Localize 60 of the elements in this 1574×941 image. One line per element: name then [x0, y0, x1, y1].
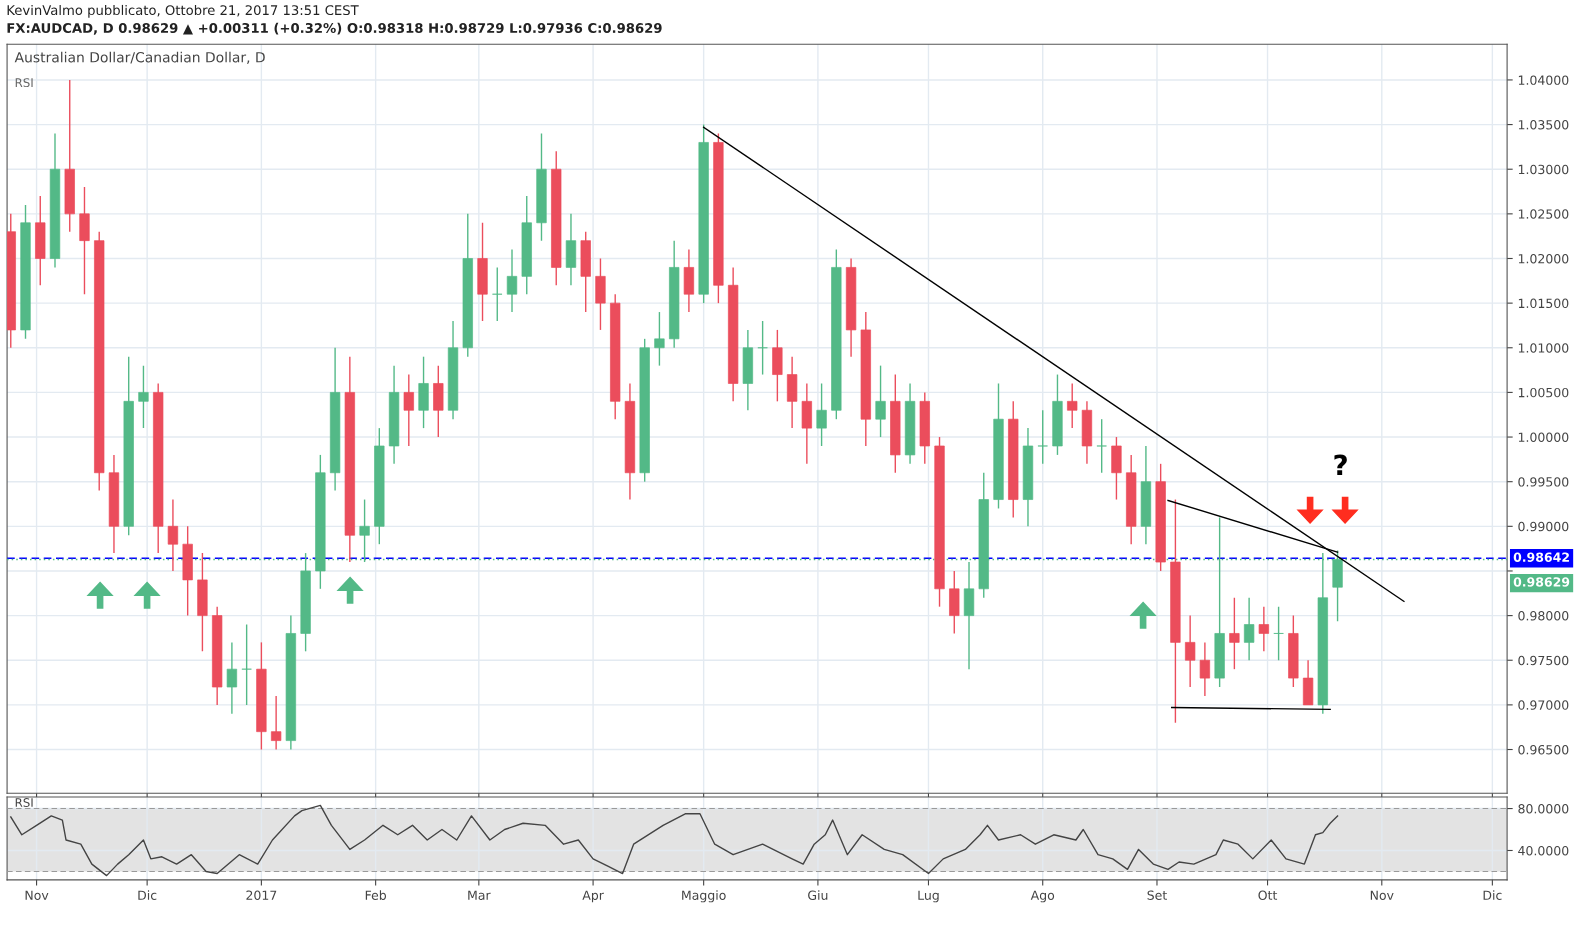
y-tick-label: 1.02500 — [1518, 209, 1569, 219]
y-tick-label: 1.03000 — [1518, 164, 1569, 175]
candlestick — [1037, 409, 1048, 465]
y-tick-label: 1.01500 — [1518, 298, 1569, 309]
y-tick-label: 1.02000 — [1518, 253, 1569, 264]
x-tick-label: Maggio — [682, 890, 726, 903]
candlestick — [816, 382, 827, 447]
y-tick-label: 80.0000 — [1518, 804, 1569, 814]
x-tick-label: Mar — [468, 890, 491, 900]
candlestick — [241, 623, 252, 706]
x-tick-label: 2017 — [246, 890, 277, 900]
candlestick — [226, 641, 238, 715]
x-tick-label: Dic — [1483, 890, 1502, 900]
candlestick — [875, 364, 886, 438]
x-tick-label: Set — [1147, 890, 1167, 900]
ref-line-label: 0.98629 — [1513, 577, 1570, 587]
y-tick-label: 1.00000 — [1518, 432, 1569, 442]
y-tick-label: 1.04000 — [1518, 75, 1569, 85]
y-tick-label: 0.99000 — [1518, 521, 1569, 532]
ref-line-label: 0.98642 — [1513, 552, 1569, 562]
y-tick-label: 0.97500 — [1518, 655, 1569, 666]
chart-title: RSI — [15, 798, 33, 807]
y-tick-label: 40.0000 — [1518, 845, 1569, 856]
x-tick-label: Feb — [365, 890, 387, 900]
candlestick — [403, 373, 414, 447]
annotation: ? — [1334, 454, 1347, 476]
candlestick — [167, 498, 179, 572]
candlestick — [138, 364, 149, 429]
candlestick — [654, 311, 665, 367]
candlestick — [492, 266, 503, 322]
x-tick-label: Ott — [1258, 890, 1278, 900]
candlestick — [1229, 597, 1240, 670]
y-tick-label: 0.97000 — [1518, 700, 1569, 710]
y-tick-label: 0.99500 — [1518, 477, 1569, 487]
candlestick — [1096, 418, 1107, 474]
candlestick — [757, 320, 768, 376]
text: KevinValmo pubblicato, Ottobre 21, 2017 13:51 CEST — [7, 4, 359, 18]
y-tick-label: 0.96500 — [1518, 744, 1569, 755]
x-tick-label: Dic — [138, 890, 157, 900]
chart-title: Australian Dollar/Canadian Dollar, D — [14, 51, 265, 64]
candlestick — [1199, 641, 1211, 697]
candlestick — [1273, 605, 1284, 661]
text: RSI — [15, 78, 33, 88]
y-tick-label: 1.01000 — [1518, 343, 1569, 353]
text: FX:AUDCAD, D 0.98629 ▲ +0.00311 (+0.32%) O:0.98318 H:0.98729 L:0.97936 C:0.98629 — [7, 22, 662, 35]
candlestick — [1067, 382, 1078, 429]
y-tick-label: 1.00500 — [1518, 387, 1569, 398]
candlestick — [1243, 597, 1255, 661]
candlestick — [506, 248, 518, 313]
x-tick-label: Nov — [25, 890, 49, 900]
candlestick — [1185, 614, 1196, 688]
y-tick-label: 0.98000 — [1518, 611, 1569, 621]
x-tick-label: Giu — [808, 890, 828, 900]
x-tick-label: Nov — [1370, 890, 1394, 900]
candlestick — [270, 695, 282, 751]
y-tick-label: 1.03500 — [1518, 120, 1569, 130]
x-tick-label: Lug — [918, 890, 939, 903]
x-tick-label: Apr — [582, 890, 604, 903]
x-tick-label: Ago — [1030, 890, 1055, 903]
candlestick — [1258, 605, 1269, 653]
